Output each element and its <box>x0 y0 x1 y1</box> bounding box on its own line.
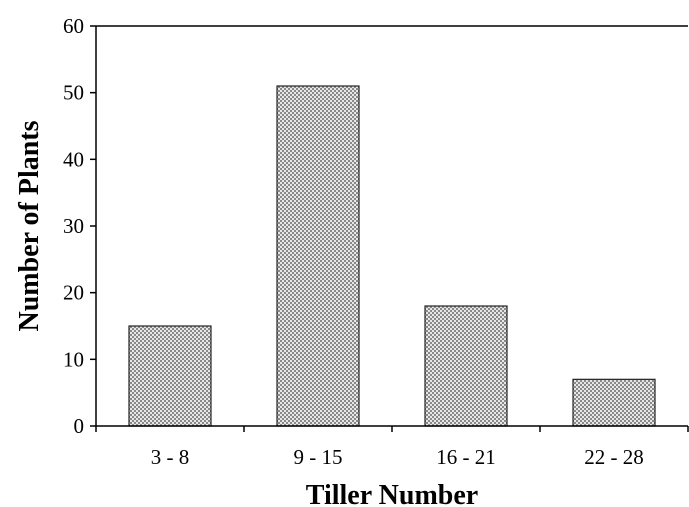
y-tick-label: 50 <box>63 81 84 105</box>
y-tick-label: 20 <box>63 281 84 305</box>
y-axis-ticks: 0 10 20 30 40 50 60 <box>63 14 96 438</box>
y-tick-label: 30 <box>63 214 84 238</box>
y-tick-label: 60 <box>63 14 84 38</box>
x-tick-label: 9 - 15 <box>294 445 343 469</box>
y-tick-label: 0 <box>74 414 85 438</box>
bars <box>128 85 656 427</box>
x-axis-title: Tiller Number <box>306 480 478 507</box>
y-tick-label: 10 <box>63 347 84 371</box>
x-tick-label: 22 - 28 <box>584 445 644 469</box>
x-tick-label: 16 - 21 <box>436 445 496 469</box>
x-axis-ticks: 3 - 8 9 - 15 16 - 21 22 - 28 <box>95 426 689 469</box>
plot-frame <box>95 25 688 427</box>
y-tick-label: 40 <box>63 147 84 171</box>
bar-9-15 <box>276 85 360 427</box>
bar-16-21 <box>424 305 508 427</box>
y-axis-title: Number of Plants <box>14 120 45 331</box>
bar-22-28 <box>572 378 656 427</box>
bar-3-8 <box>128 325 212 427</box>
x-tick-label: 3 - 8 <box>151 445 190 469</box>
